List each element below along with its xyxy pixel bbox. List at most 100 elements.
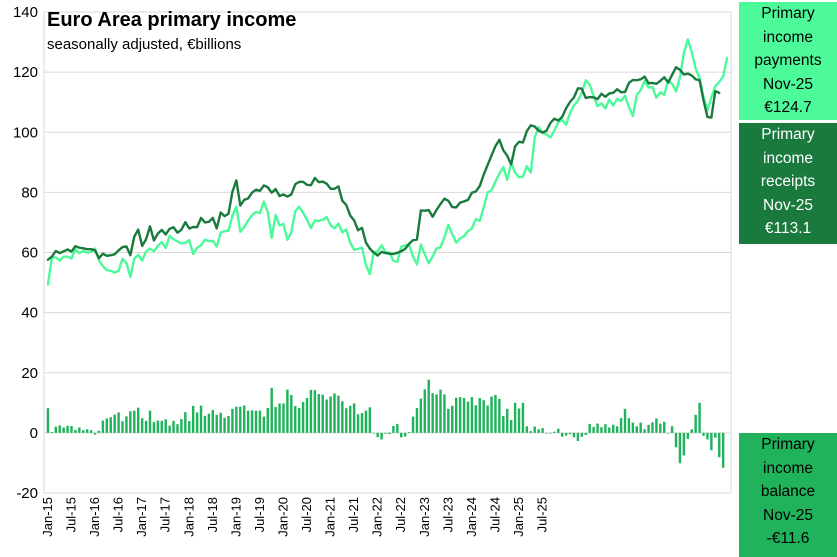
x-tick-label: Jul-17 [158, 497, 173, 532]
balance-bar [148, 410, 152, 433]
balance-bar [388, 432, 391, 435]
balance-bar [619, 418, 623, 433]
balance-bar [478, 398, 481, 433]
balance-bar [46, 408, 50, 433]
balance-bar [176, 424, 179, 433]
balance-bar [199, 405, 203, 433]
x-tick-label: Jul-15 [63, 497, 78, 532]
balance-bar [309, 389, 313, 433]
balance-bar [568, 432, 572, 435]
balance-bar [482, 400, 485, 433]
x-tick-label: Jan-19 [228, 497, 243, 537]
balance-bar [400, 432, 403, 438]
balance-bar [313, 390, 317, 433]
balance-bar [117, 412, 120, 433]
balance-bar [694, 414, 697, 433]
x-tick-label: Jul-16 [111, 497, 126, 532]
balance-bar [506, 408, 509, 433]
balance-bar [545, 432, 548, 434]
balance-bar [294, 406, 297, 433]
balance-bar [439, 389, 442, 433]
balance-bar [600, 427, 603, 433]
balance-bar [678, 432, 682, 464]
payments-callout-label: Primary income payments [754, 5, 822, 69]
balance-bar [486, 405, 489, 433]
balance-bar [458, 397, 462, 433]
x-tick-label: Jul-20 [299, 497, 314, 532]
balance-bar [392, 425, 395, 433]
balance-bar [647, 424, 650, 433]
balance-bar [246, 410, 250, 433]
balance-bar [615, 426, 619, 433]
balance-bar [427, 379, 430, 433]
balance-bar [631, 422, 635, 433]
x-tick-label: Jan-20 [275, 497, 290, 537]
balance-bar [227, 416, 230, 433]
balance-bar [557, 428, 560, 433]
balance-bar [215, 414, 218, 433]
balance-bar [235, 406, 238, 433]
balance-bar [85, 429, 89, 433]
balance-bar [164, 419, 167, 433]
balance-bar [62, 427, 65, 433]
x-tick-label: Jan-21 [323, 497, 338, 537]
balance-bar [588, 423, 591, 433]
balance-bar [372, 432, 375, 434]
balance-bar [333, 393, 336, 433]
balance-bar [180, 419, 183, 433]
balance-bar [415, 407, 419, 433]
chart-title: Euro Area primary income [47, 9, 297, 31]
x-tick-label: Jan-24 [464, 497, 479, 537]
receipts-callout-label: Primary income receipts [760, 126, 816, 190]
balance-bar [352, 403, 356, 433]
balance-bar [710, 432, 713, 451]
balance-bar [674, 432, 678, 448]
y-tick-label: 80 [21, 184, 38, 201]
balance-bar [702, 432, 705, 436]
balance-bar [242, 405, 246, 433]
balance-bar [50, 431, 54, 433]
balance-bar [156, 420, 160, 433]
balance-bar [627, 418, 631, 433]
balance-bar [682, 432, 686, 456]
x-tick-label: Jul-19 [252, 497, 267, 532]
balance-bar [270, 387, 273, 433]
x-tick-label: Jul-21 [346, 497, 361, 532]
balance-bar [651, 422, 654, 433]
y-tick-label: 0 [30, 425, 38, 442]
balance-bar [364, 410, 368, 433]
balance-bar [706, 432, 709, 440]
balance-bar [686, 432, 690, 439]
receipts-callout-period: Nov-25 [763, 196, 813, 214]
balance-bar [663, 421, 666, 433]
balance-bar [580, 432, 584, 437]
balance-bar [137, 407, 140, 433]
balance-bar [525, 426, 529, 433]
balance-bar [466, 401, 470, 433]
income-lines [46, 38, 729, 286]
payments-callout: Primary income payments Nov-25 €124.7 [739, 2, 837, 120]
balance-bar [125, 416, 128, 433]
balance-bar [714, 432, 717, 438]
balance-callout-value: -€11.6 [766, 530, 810, 547]
balance-bar [211, 410, 215, 433]
balance-bar [698, 402, 701, 433]
balance-bar [101, 420, 105, 433]
y-tick-label: 40 [21, 305, 38, 322]
x-tick-label: Jan-22 [370, 497, 385, 537]
balance-bar [670, 426, 674, 433]
payments-line [46, 38, 729, 286]
balance-bar [560, 432, 564, 437]
balance-bar [207, 413, 211, 433]
chart-subtitle: seasonally adjusted, €billions [47, 36, 242, 53]
balance-bar [297, 407, 301, 433]
balance-bar [329, 396, 332, 433]
balance-bar [82, 430, 85, 433]
balance-bar [360, 413, 364, 433]
balance-bar [612, 424, 615, 433]
payments-callout-value: €124.7 [764, 99, 812, 116]
balance-callout-label: Primary income balance [760, 436, 816, 500]
balance-bar [454, 397, 458, 433]
balance-bar [105, 418, 109, 433]
